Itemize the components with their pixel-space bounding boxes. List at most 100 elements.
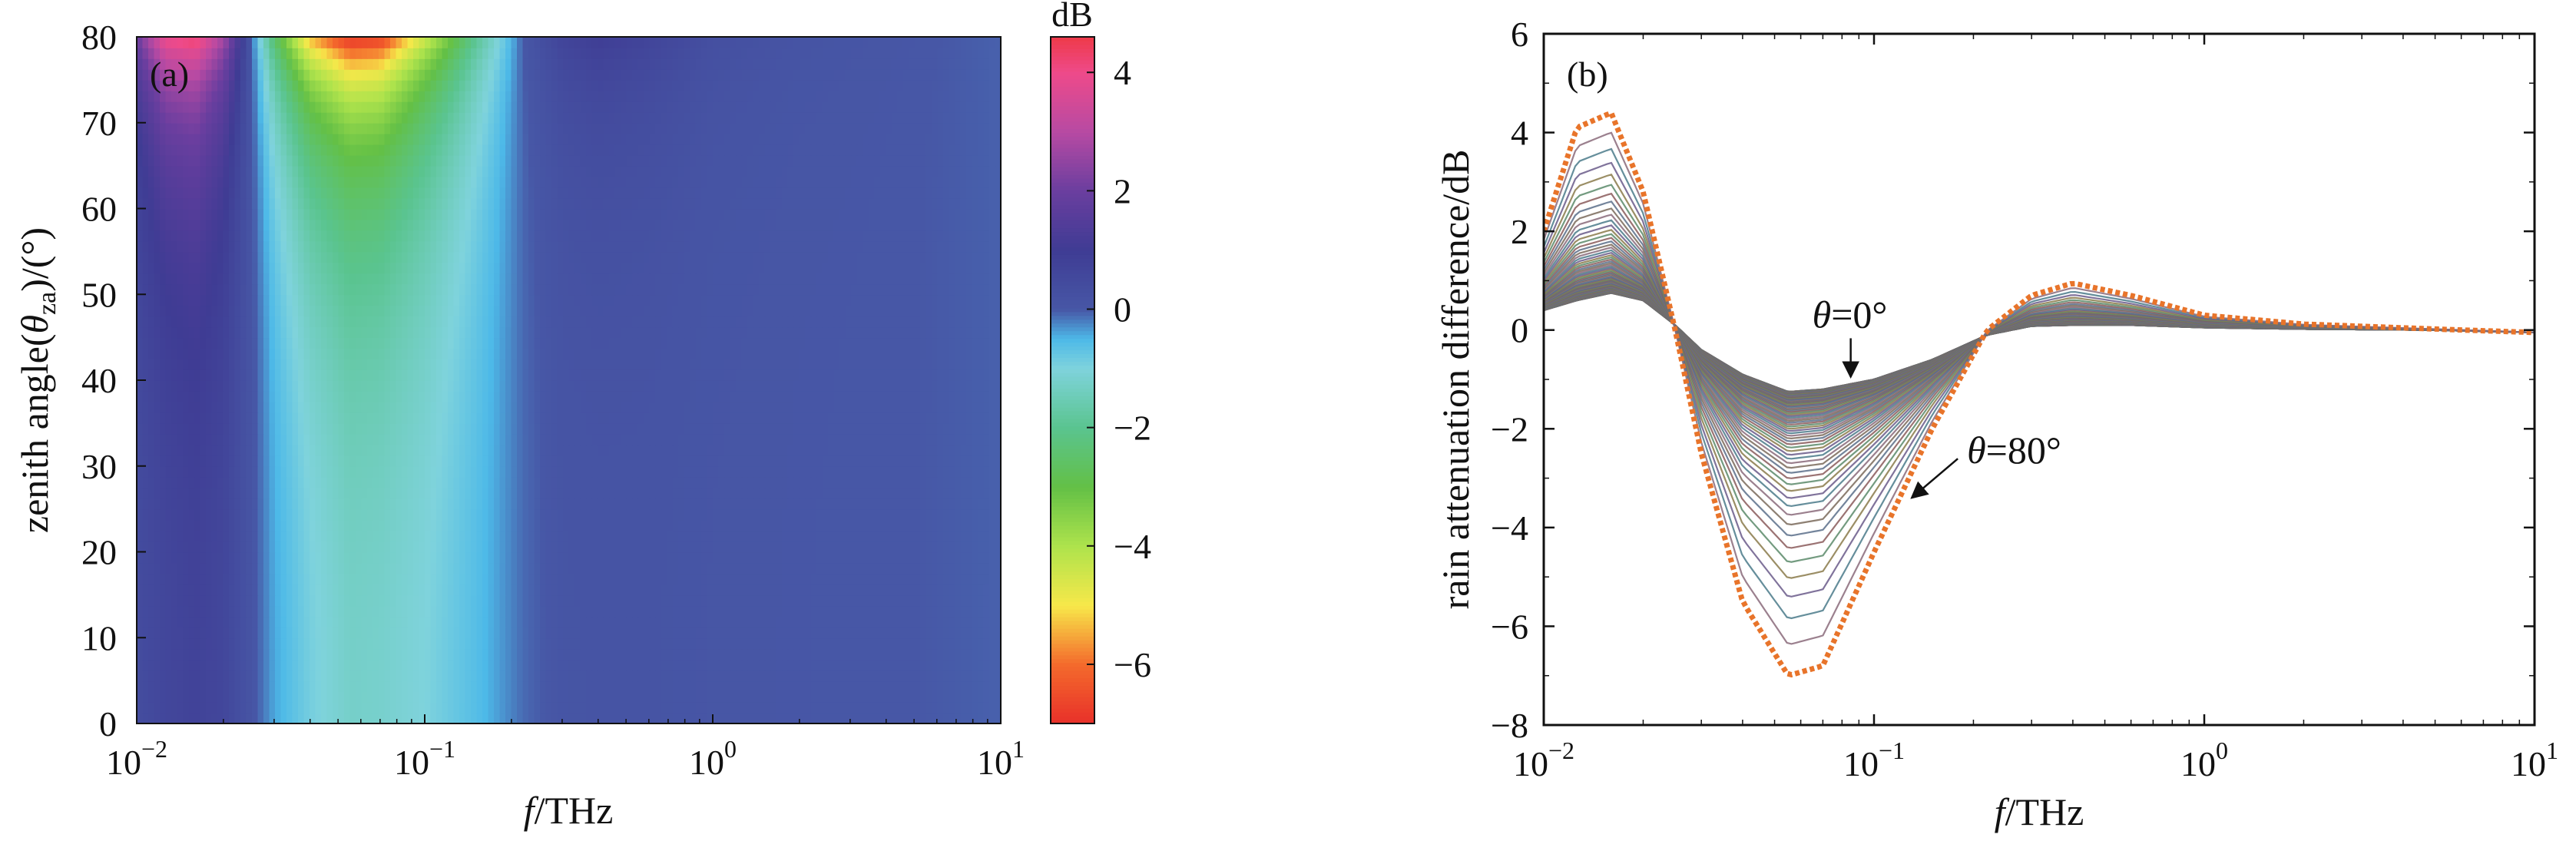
heatmap-cell [920,605,927,618]
heatmap-cell [736,465,743,478]
heatmap-cell [770,551,777,564]
heatmap-cell [886,702,892,714]
heatmap-cell [764,659,771,671]
heatmap-cell [822,659,829,671]
heatmap-cell [137,713,144,723]
heatmap-cell [690,455,697,467]
heatmap-cell [315,573,322,585]
heatmap-cell [920,627,927,639]
heatmap-cell [805,444,812,456]
heatmap-cell [661,433,667,445]
heatmap-cell [211,648,218,661]
heatmap-cell [891,487,898,499]
heatmap-cell [753,455,760,467]
heatmap-cell [707,422,714,435]
heatmap-cell [448,380,455,392]
heatmap-cell [799,433,806,445]
heatmap-cell [949,680,955,692]
heatmap-cell [240,648,247,661]
heatmap-cell [568,508,575,521]
heatmap-cell [914,422,921,435]
heatmap-cell [436,594,443,607]
heatmap-cell [194,648,201,661]
heatmap-cell [413,680,420,692]
heatmap-cell [263,444,270,456]
heatmap-cell [384,465,391,478]
heatmap-cell [476,412,483,424]
heatmap-cell [234,401,241,413]
heatmap-cell [321,713,328,723]
heatmap-cell [517,702,524,714]
heatmap-cell [580,605,587,618]
heatmap-cell [753,487,760,499]
heatmap-cell [598,551,604,564]
heatmap-cell [764,487,771,499]
heatmap-cell [644,573,651,585]
heatmap-cell [160,359,167,370]
heatmap-cell [390,594,397,607]
heatmap-cell [574,691,581,703]
heatmap-cell [540,444,547,456]
heatmap-cell [234,369,241,381]
heatmap-cell [787,390,794,402]
heatmap-cell [217,455,224,467]
heatmap-cell [165,659,172,671]
heatmap-cell [672,519,679,531]
heatmap-cell [211,680,218,692]
heatmap-cell [223,562,230,574]
heatmap-cell [425,369,432,381]
heatmap-cell [384,369,391,381]
heatmap-cell [407,508,414,521]
heatmap-cell [644,702,651,714]
heatmap-cell [396,627,402,639]
heatmap-cell [609,551,616,564]
heatmap-cell [425,702,432,714]
heatmap-cell [925,444,932,456]
heatmap-cell [891,659,898,671]
heatmap-cell [822,422,829,435]
heatmap-cell [626,648,633,661]
heatmap-cell [459,401,466,413]
heatmap-cell [286,702,293,714]
heatmap-cell [200,455,207,467]
heatmap-cell [713,401,720,413]
heatmap-cell [402,691,409,703]
heatmap-cell [200,369,207,381]
heatmap-cell [863,476,869,488]
heatmap-cell [298,562,305,574]
heatmap-cell [932,498,939,510]
heatmap-cell [436,455,443,467]
heatmap-cell [476,702,483,714]
heatmap-cell [142,573,149,585]
heatmap-cell [816,519,823,531]
heatmap-cell [240,422,247,435]
heatmap-cell [695,691,702,703]
heatmap-cell [816,648,823,661]
heatmap-cell [868,487,875,499]
heatmap-cell [206,530,213,542]
heatmap-cell [217,380,224,392]
heatmap-cell [937,519,944,531]
heatmap-cell [499,390,506,402]
heatmap-cell [943,433,950,445]
heatmap-cell [292,605,299,618]
heatmap-cell [557,627,564,639]
heatmap-cell [586,594,593,607]
heatmap-cell [229,487,236,499]
heatmap-cell [442,648,449,661]
heatmap-cell [171,541,178,553]
heatmap-cell [684,476,690,488]
heatmap-cell [183,562,190,574]
heatmap-cell [978,455,985,467]
heatmap-cell [211,444,218,456]
heatmap-cell [171,433,178,445]
heatmap-cell [459,369,466,381]
heatmap-cell [891,702,898,714]
heatmap-cell [989,530,996,542]
heatmap-cell [384,680,391,692]
heatmap-cell [932,562,939,574]
heatmap-cell [667,702,674,714]
heatmap-cell [637,627,644,639]
heatmap-cell [960,648,967,661]
heatmap-cell [787,519,794,531]
